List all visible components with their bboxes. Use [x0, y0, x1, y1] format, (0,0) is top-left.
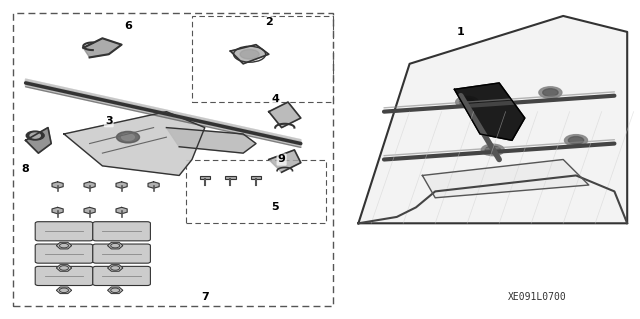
Polygon shape — [84, 207, 95, 214]
FancyBboxPatch shape — [93, 266, 150, 286]
Polygon shape — [52, 182, 63, 188]
Polygon shape — [52, 207, 63, 214]
Text: 9: 9 — [278, 154, 285, 165]
Circle shape — [456, 96, 479, 108]
Circle shape — [122, 134, 134, 140]
Polygon shape — [166, 128, 256, 153]
Circle shape — [568, 137, 584, 144]
Polygon shape — [148, 182, 159, 188]
Text: 4: 4 — [271, 94, 279, 104]
Bar — [192, 16, 333, 102]
Text: 2: 2 — [265, 17, 273, 27]
Polygon shape — [83, 38, 122, 57]
Bar — [225, 176, 236, 179]
Circle shape — [460, 98, 475, 106]
FancyBboxPatch shape — [35, 266, 93, 286]
FancyBboxPatch shape — [35, 244, 93, 263]
Bar — [186, 160, 326, 223]
Circle shape — [30, 133, 40, 138]
Text: 5: 5 — [271, 202, 279, 212]
Circle shape — [564, 135, 588, 146]
Polygon shape — [26, 128, 51, 153]
Circle shape — [485, 146, 500, 154]
Polygon shape — [64, 112, 205, 175]
Polygon shape — [358, 16, 627, 223]
Text: 7: 7 — [201, 292, 209, 302]
Bar — [13, 13, 333, 306]
Polygon shape — [116, 182, 127, 188]
Circle shape — [543, 89, 558, 96]
Text: 6: 6 — [124, 20, 132, 31]
Polygon shape — [454, 83, 525, 140]
Circle shape — [116, 131, 140, 143]
Circle shape — [26, 131, 44, 140]
Circle shape — [539, 87, 562, 98]
Text: 1: 1 — [457, 27, 465, 37]
FancyBboxPatch shape — [93, 222, 150, 241]
Text: 3: 3 — [105, 116, 113, 126]
Polygon shape — [269, 150, 301, 172]
Bar — [251, 176, 261, 179]
Polygon shape — [84, 182, 95, 188]
Text: XE091L0700: XE091L0700 — [508, 292, 567, 302]
FancyBboxPatch shape — [35, 222, 93, 241]
FancyBboxPatch shape — [93, 244, 150, 263]
Circle shape — [481, 144, 504, 156]
Polygon shape — [422, 160, 589, 198]
Circle shape — [240, 49, 259, 59]
Polygon shape — [116, 207, 127, 214]
Polygon shape — [269, 102, 301, 128]
Text: 8: 8 — [22, 164, 29, 174]
Polygon shape — [230, 45, 269, 64]
Bar — [200, 176, 210, 179]
